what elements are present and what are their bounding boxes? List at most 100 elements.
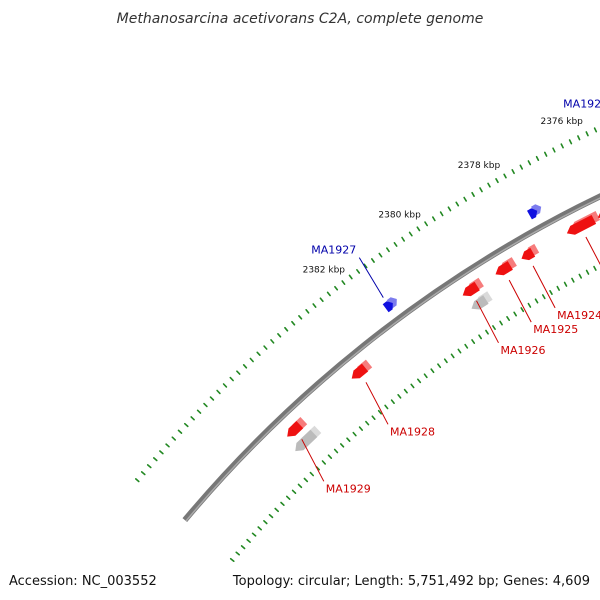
gene-MA1928-label: MA1928 <box>390 425 435 438</box>
outer-tick-mark <box>209 396 215 401</box>
inner-tick-mark <box>527 302 532 308</box>
gene-MA1929-leader <box>301 439 325 482</box>
inner-tick-mark <box>263 519 268 525</box>
outer-tick-mark <box>146 464 152 469</box>
outer-tick-mark <box>312 303 317 308</box>
inner-tick-mark <box>464 343 469 349</box>
features <box>287 204 600 452</box>
inner-tick-mark <box>280 501 285 507</box>
outer-tick-mark <box>277 332 282 338</box>
inner-tick-mark <box>268 513 274 519</box>
outer-tick-mark <box>378 252 383 258</box>
outer-tick-mark <box>503 173 507 179</box>
labels: MA1919MA1920MA1923MA1927MA1921MA1922MA19… <box>301 98 600 495</box>
gene-MA1927 <box>382 297 397 313</box>
gene-MA1922 <box>566 211 600 235</box>
inner-tick-mark <box>403 388 408 394</box>
outer-tick-mark <box>249 357 254 363</box>
outer-tick-mark <box>135 478 140 483</box>
inner-tick-mark <box>410 383 415 389</box>
map-title: Methanosarcina acetivorans C2A, complete… <box>117 11 484 27</box>
outer-tick-mark <box>326 291 331 297</box>
inner-tick-mark <box>416 378 422 384</box>
outer-tick-mark <box>270 339 275 344</box>
outer-tick-mark <box>585 131 589 137</box>
gene-MA1927-leader <box>358 257 384 298</box>
inner-tick-mark <box>352 431 357 437</box>
scale-label-2382: 2382 kbp <box>303 266 346 276</box>
outer-tick-mark <box>577 135 581 141</box>
inner-tick-mark <box>520 307 525 313</box>
gene-MA1924-body <box>521 247 536 261</box>
inner-tick-mark <box>377 409 383 415</box>
gene-MA1925-leader <box>508 279 532 323</box>
outer-tick-mark <box>165 443 170 448</box>
gene-MA1927-label: MA1927 <box>311 244 356 257</box>
outer-tick-mark <box>543 151 548 157</box>
outer-tick-mark <box>203 402 208 408</box>
inner-tick-mark <box>563 281 568 287</box>
tick-marks <box>135 127 598 563</box>
inner-tick-mark <box>471 339 476 345</box>
gene-MA1925 <box>495 257 517 276</box>
outer-tick-mark <box>305 308 310 314</box>
gene-MA1922-body <box>566 215 597 235</box>
outer-tick-mark <box>356 268 361 274</box>
gene-MA1929-label: MA1929 <box>326 482 371 495</box>
outer-tick-mark <box>177 429 183 434</box>
outer-tick-mark <box>431 216 436 222</box>
outer-tick-mark <box>463 196 468 202</box>
genome-backbone <box>182 193 600 523</box>
inner-tick-mark <box>492 325 496 331</box>
outer-tick-mark <box>385 247 390 253</box>
outer-tick-mark <box>236 370 241 375</box>
accession-text: Accession: NC_003552 <box>9 574 157 589</box>
inner-tick-mark <box>585 269 590 275</box>
gene-MA1924-label: MA1924 <box>557 309 600 322</box>
inner-tick-mark <box>423 373 428 379</box>
outer-tick-mark <box>401 236 406 242</box>
outer-tick-mark <box>242 363 248 369</box>
outer-tick-mark <box>447 206 452 212</box>
outer-tick-mark <box>424 221 429 227</box>
other-feature-2 <box>471 291 493 310</box>
gene-MA1928-body <box>351 363 369 379</box>
scale-label-2380: 2380 kbp <box>378 210 421 220</box>
outer-tick-mark <box>140 471 146 476</box>
outer-tick-mark <box>348 274 353 280</box>
gene-MA1923-label: MA1923 <box>563 98 600 111</box>
outer-tick-mark <box>527 160 532 166</box>
outer-tick-mark <box>568 139 573 145</box>
inner-tick-mark <box>309 471 315 477</box>
gene-MA1927-body <box>382 301 393 313</box>
outer-tick-mark <box>363 263 368 269</box>
gene-MA1929 <box>287 417 308 437</box>
inner-tick-mark <box>556 285 561 291</box>
inner-tick-mark <box>291 489 297 495</box>
outer-tick-mark <box>284 326 289 332</box>
inner-tick-mark <box>358 426 364 431</box>
outer-tick-mark <box>511 169 515 175</box>
inner-tick-mark <box>450 353 455 359</box>
inner-tick-mark <box>257 526 263 531</box>
inner-tick-mark <box>346 437 351 443</box>
outer-tick-mark <box>408 231 413 237</box>
other-feature-2-body <box>471 295 489 310</box>
outer-tick-mark <box>153 457 158 462</box>
inner-tick-mark <box>506 315 511 322</box>
inner-tick-mark <box>285 495 291 501</box>
inner-tick-mark <box>443 358 448 364</box>
inner-tick-mark <box>321 460 327 465</box>
inner-tick-mark <box>229 557 235 563</box>
inner-tick-mark <box>384 404 389 410</box>
inner-tick-mark <box>251 532 257 537</box>
inner-tick-mark <box>371 415 376 421</box>
outer-tick-mark <box>291 320 296 326</box>
outer-tick-mark <box>319 297 324 303</box>
gene-MA1925-label: MA1925 <box>533 323 578 336</box>
outer-tick-mark <box>263 345 268 350</box>
backbone-highlight <box>185 197 600 522</box>
other-feature-3 <box>295 425 322 452</box>
